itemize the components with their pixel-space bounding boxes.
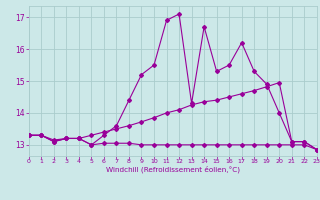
X-axis label: Windchill (Refroidissement éolien,°C): Windchill (Refroidissement éolien,°C) — [106, 166, 240, 173]
